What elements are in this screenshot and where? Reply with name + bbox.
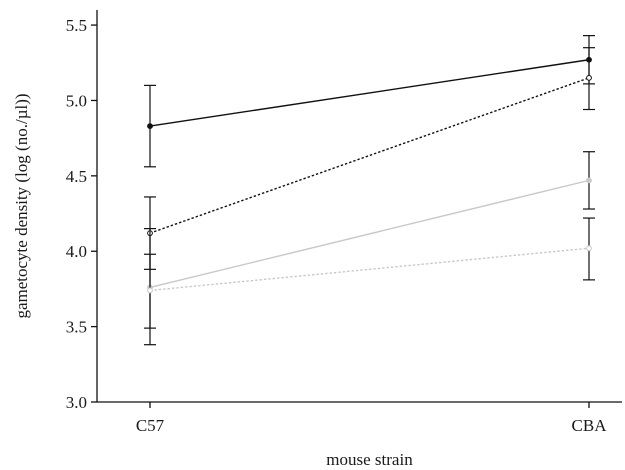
x-axis-title: mouse strain xyxy=(326,450,413,469)
data-point xyxy=(147,287,153,294)
y-tick-label: 3.5 xyxy=(66,318,87,337)
x-ticks: C57 CBA xyxy=(136,402,607,435)
y-tick-label: 5.5 xyxy=(66,16,87,35)
y-axis-title: gametocyte density (log (no./µl)) xyxy=(12,93,31,318)
series-line xyxy=(149,179,590,289)
series-line xyxy=(149,77,590,234)
y-tick-label: 3.0 xyxy=(66,393,87,412)
y-ticks: 3.0 3.5 4.0 4.5 5.0 5.5 xyxy=(66,16,97,412)
y-tick-label: 4.0 xyxy=(66,242,87,261)
series-line xyxy=(149,59,590,127)
y-tick-label: 5.0 xyxy=(66,91,87,110)
series-layer xyxy=(144,35,595,346)
series-1 xyxy=(144,35,595,168)
axes xyxy=(96,10,622,403)
data-point xyxy=(586,245,592,252)
y-tick-label: 4.5 xyxy=(66,167,87,186)
x-tick-label: CBA xyxy=(572,416,608,435)
series-3 xyxy=(144,151,595,346)
series-line xyxy=(149,247,590,292)
data-point xyxy=(586,74,592,81)
x-tick-label: C57 xyxy=(136,416,165,435)
data-point xyxy=(147,123,153,129)
series-4 xyxy=(144,217,595,329)
data-point xyxy=(586,177,592,184)
series-2 xyxy=(144,47,595,270)
